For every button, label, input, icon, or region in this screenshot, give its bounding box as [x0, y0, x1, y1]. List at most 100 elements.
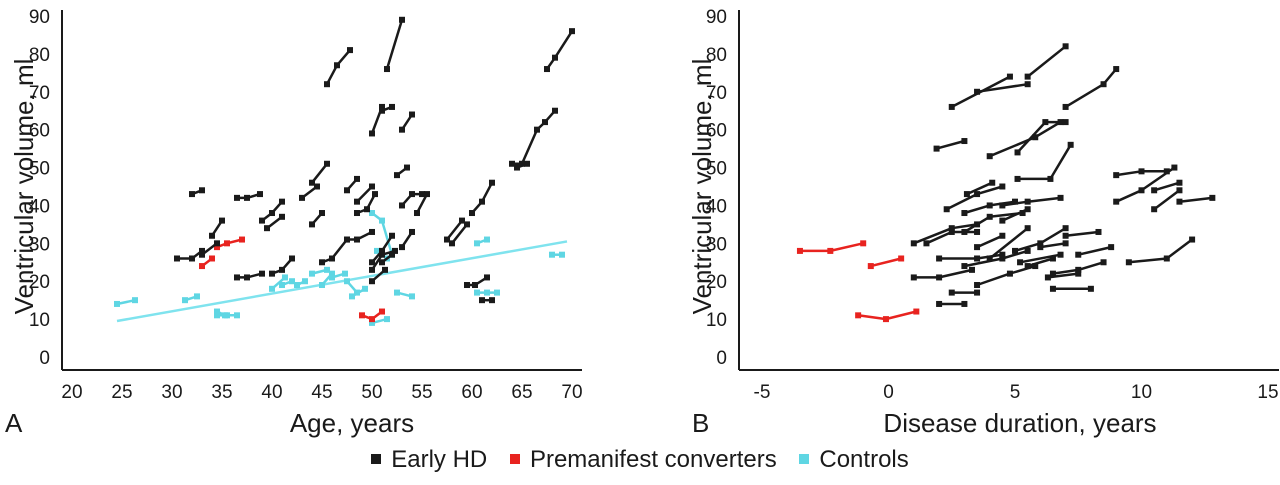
data-point	[379, 308, 385, 315]
legend-label: Early HD	[391, 446, 488, 473]
data-point	[514, 164, 520, 171]
data-point	[1163, 255, 1170, 262]
series-line	[370, 106, 384, 134]
data-point	[1012, 198, 1018, 205]
data-point	[344, 187, 350, 194]
data-point	[344, 278, 350, 285]
data-point	[999, 255, 1006, 262]
y-tick-label: 10	[706, 310, 727, 331]
legend-item-early-hd: Early HD	[371, 446, 487, 474]
series-line	[976, 82, 1028, 94]
series-line	[1040, 242, 1066, 249]
data-point	[199, 251, 205, 258]
data-point	[999, 183, 1006, 190]
data-point	[552, 107, 558, 114]
data-point	[209, 255, 215, 262]
data-point	[389, 251, 395, 258]
data-point	[214, 240, 220, 247]
data-point	[1024, 81, 1031, 88]
data-point	[472, 282, 478, 289]
data-point	[369, 183, 375, 190]
data-point	[986, 255, 993, 262]
data-point	[974, 228, 981, 235]
data-point	[132, 297, 138, 304]
y-tick-label: 20	[29, 272, 50, 293]
y-tick-label: 0	[39, 348, 50, 369]
data-point	[309, 179, 315, 186]
series-line	[1179, 196, 1213, 203]
data-point	[354, 175, 360, 182]
data-point	[961, 300, 968, 307]
data-point	[999, 251, 1006, 258]
data-point	[999, 217, 1006, 224]
series-line	[1001, 208, 1029, 222]
data-point	[364, 206, 370, 213]
legend-item-controls: Controls	[799, 446, 909, 474]
data-point	[1049, 285, 1056, 292]
series-line	[1128, 238, 1193, 264]
series-line	[1027, 257, 1054, 268]
data-point	[347, 47, 353, 54]
series-line	[1065, 230, 1099, 238]
x-tick-label: 5	[1010, 382, 1021, 403]
data-point	[394, 172, 400, 179]
data-point	[1176, 198, 1183, 205]
data-point	[1209, 194, 1216, 201]
data-point	[334, 62, 340, 69]
data-point	[342, 270, 348, 277]
data-point	[1062, 240, 1069, 247]
data-point	[269, 285, 275, 292]
y-tick-label: 80	[706, 45, 727, 66]
data-point	[329, 270, 335, 277]
data-point	[369, 266, 375, 273]
data-point	[1062, 119, 1069, 126]
data-point	[464, 282, 470, 289]
data-point	[974, 255, 981, 262]
data-point	[1032, 263, 1039, 270]
x-tick-label: 30	[161, 382, 182, 403]
data-point	[302, 278, 308, 285]
data-point	[559, 251, 565, 258]
data-point	[961, 138, 968, 145]
data-point	[324, 81, 330, 88]
data-point	[974, 244, 981, 251]
data-point	[936, 274, 943, 281]
legend-label: Controls	[819, 446, 909, 473]
data-point	[444, 236, 450, 243]
data-point	[1176, 187, 1183, 194]
data-point	[389, 232, 395, 239]
y-tick-label: 70	[706, 83, 727, 104]
data-point	[1019, 210, 1026, 217]
data-point	[961, 263, 968, 270]
data-point	[199, 247, 205, 254]
data-point	[319, 259, 325, 266]
data-point	[484, 236, 490, 243]
series-line	[545, 30, 574, 70]
data-point	[974, 282, 981, 289]
data-point	[1024, 198, 1031, 205]
data-point	[913, 308, 920, 315]
data-point	[369, 210, 375, 217]
data-point	[1062, 232, 1069, 239]
data-point	[1113, 66, 1120, 73]
series-line	[1153, 189, 1181, 211]
data-point	[484, 289, 490, 296]
data-point	[1024, 206, 1031, 213]
series-line	[1078, 245, 1112, 256]
data-point	[1042, 119, 1049, 126]
data-point	[1032, 134, 1039, 141]
x-tick-label: 15	[1257, 382, 1278, 403]
data-point	[1087, 285, 1094, 292]
data-point	[244, 274, 250, 281]
data-point	[1014, 175, 1021, 182]
data-point	[234, 274, 240, 281]
data-point	[989, 179, 996, 186]
series-line	[870, 257, 902, 268]
data-point	[1100, 81, 1107, 88]
data-point	[1037, 244, 1044, 251]
series-line	[385, 19, 404, 70]
data-point	[399, 126, 405, 133]
data-point	[379, 251, 385, 258]
data-point	[414, 210, 420, 217]
y-tick-label: 30	[706, 234, 727, 255]
